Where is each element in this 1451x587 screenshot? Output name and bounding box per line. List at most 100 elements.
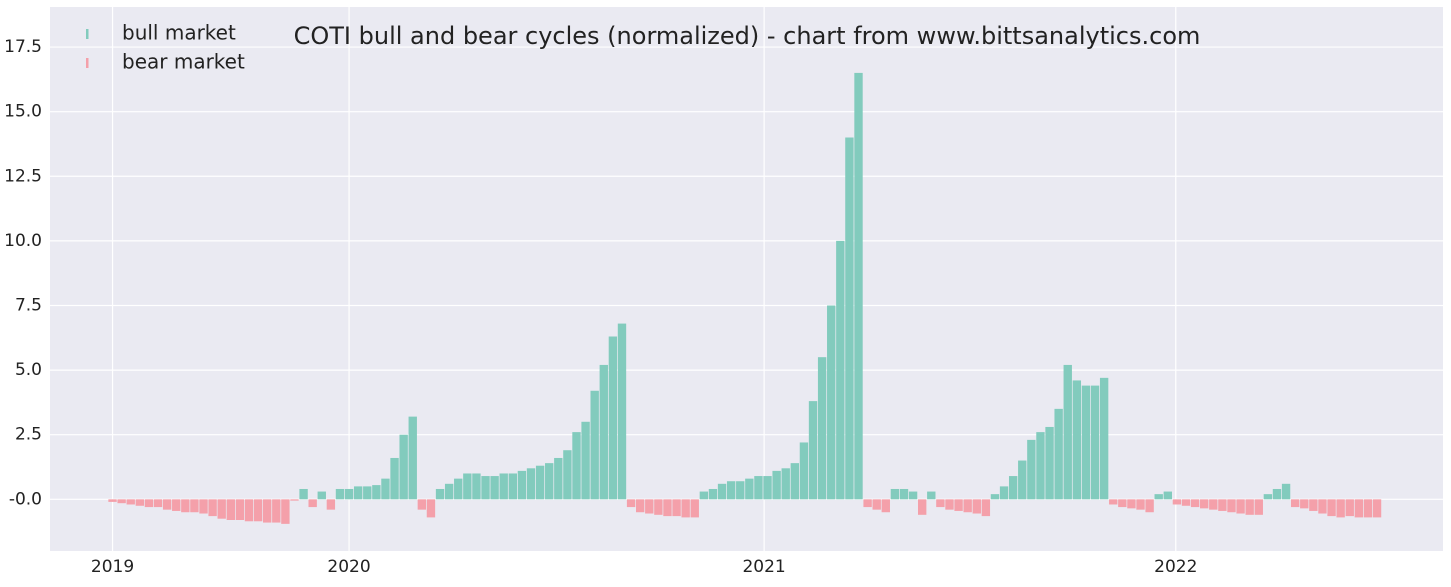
y-tick-label: 5.0 bbox=[15, 360, 42, 380]
bar bbox=[499, 473, 508, 500]
bar bbox=[1318, 499, 1327, 514]
bar bbox=[1163, 491, 1172, 500]
bar bbox=[272, 499, 281, 523]
bar bbox=[963, 499, 972, 513]
bar bbox=[1063, 364, 1072, 500]
bar bbox=[1336, 499, 1345, 518]
bar bbox=[972, 499, 981, 514]
bar bbox=[808, 401, 818, 500]
bar bbox=[745, 478, 754, 500]
x-tick-label: 2022 bbox=[1154, 557, 1197, 577]
bar bbox=[263, 499, 272, 523]
legend-label: bull market bbox=[122, 21, 236, 45]
bar bbox=[908, 491, 918, 500]
bar bbox=[1218, 499, 1227, 511]
bar bbox=[563, 450, 572, 500]
bar bbox=[454, 478, 463, 500]
bar bbox=[1372, 499, 1382, 518]
bar bbox=[472, 473, 481, 500]
bar bbox=[1272, 488, 1282, 500]
bar bbox=[927, 491, 936, 500]
legend-label: bear market bbox=[122, 50, 245, 74]
bar bbox=[190, 499, 199, 513]
bar bbox=[890, 488, 900, 500]
bar bbox=[162, 499, 172, 510]
bar bbox=[1072, 380, 1082, 500]
bar bbox=[881, 499, 890, 513]
bar bbox=[690, 499, 699, 518]
y-tick-label: 15.0 bbox=[4, 102, 42, 122]
bar bbox=[463, 473, 472, 500]
bar bbox=[535, 465, 545, 500]
bar bbox=[208, 499, 217, 517]
bar bbox=[1154, 494, 1163, 500]
bar bbox=[363, 486, 372, 500]
bar bbox=[253, 499, 263, 522]
bar bbox=[772, 470, 781, 500]
bar bbox=[981, 499, 991, 517]
y-tick-label: 10.0 bbox=[4, 231, 42, 251]
bar bbox=[872, 499, 881, 510]
bar bbox=[1209, 499, 1218, 510]
bar bbox=[135, 499, 145, 506]
bar bbox=[1254, 499, 1263, 515]
bar bbox=[1363, 499, 1373, 518]
bar bbox=[372, 485, 381, 500]
x-tick-label: 2020 bbox=[327, 557, 370, 577]
x-tick-label: 2019 bbox=[91, 557, 134, 577]
bar bbox=[381, 478, 390, 500]
bar bbox=[590, 390, 599, 500]
bar bbox=[1090, 385, 1100, 500]
bar bbox=[417, 499, 427, 510]
bar bbox=[1145, 499, 1154, 513]
bar bbox=[1018, 460, 1027, 500]
bar bbox=[845, 137, 854, 500]
bar bbox=[1172, 499, 1182, 505]
bar bbox=[1045, 426, 1054, 500]
bar bbox=[854, 72, 863, 500]
bar bbox=[635, 499, 645, 513]
bar bbox=[199, 499, 208, 514]
bar bbox=[153, 499, 163, 508]
bar bbox=[726, 481, 736, 500]
bar bbox=[172, 499, 181, 511]
bar bbox=[526, 468, 536, 500]
chart-title: COTI bull and bear cycles (normalized) -… bbox=[294, 22, 1201, 50]
bar bbox=[317, 491, 326, 500]
bar bbox=[681, 499, 690, 518]
bar bbox=[508, 473, 518, 500]
plot-area bbox=[50, 7, 1443, 551]
bar bbox=[1109, 499, 1118, 505]
bar bbox=[654, 499, 663, 515]
bar bbox=[326, 499, 336, 510]
x-tick-label: 2021 bbox=[742, 557, 785, 577]
bar bbox=[108, 499, 117, 502]
bar bbox=[699, 491, 709, 500]
bar bbox=[1290, 499, 1300, 508]
bar bbox=[217, 499, 226, 519]
bar bbox=[1127, 499, 1136, 509]
y-tick-label: 17.5 bbox=[4, 37, 42, 57]
bar bbox=[1236, 499, 1245, 514]
bar bbox=[617, 323, 627, 500]
bar bbox=[1027, 439, 1036, 500]
bar bbox=[554, 457, 563, 500]
bar bbox=[1245, 499, 1254, 515]
bar bbox=[408, 416, 417, 500]
y-tick-label: 12.5 bbox=[4, 166, 42, 186]
bar bbox=[490, 476, 499, 500]
bar bbox=[918, 499, 927, 515]
bar bbox=[308, 499, 317, 508]
bar bbox=[290, 499, 299, 501]
bar bbox=[608, 336, 618, 500]
bar bbox=[545, 463, 554, 500]
bar bbox=[736, 481, 745, 500]
bar bbox=[1200, 499, 1209, 509]
bar bbox=[599, 364, 608, 500]
bar bbox=[945, 499, 954, 510]
bar bbox=[581, 421, 590, 500]
bar bbox=[481, 476, 490, 500]
bar bbox=[1227, 499, 1236, 513]
bar bbox=[717, 483, 727, 500]
